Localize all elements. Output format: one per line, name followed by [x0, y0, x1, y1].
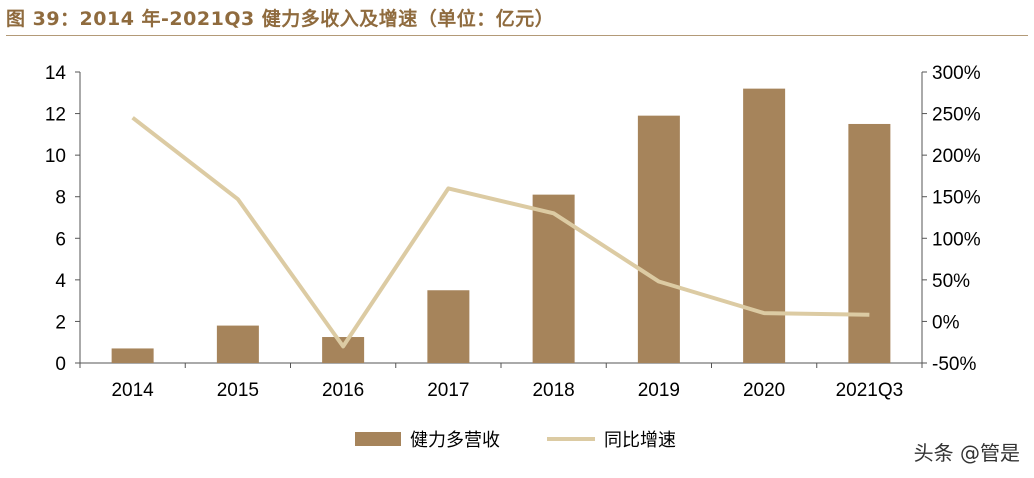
x-tick-label: 2021Q3 — [836, 380, 904, 401]
legend-label-growth: 同比增速 — [604, 430, 676, 451]
legend-swatch-bar — [355, 432, 401, 446]
y-right-tick-label: -50% — [932, 354, 976, 375]
figure-title: 图 39：2014 年-2021Q3 健力多收入及增速（单位：亿元） — [6, 8, 555, 30]
y-left-tick-label: 0 — [55, 354, 66, 375]
y-left-tick-label: 14 — [45, 63, 67, 84]
y-left-tick-label: 8 — [55, 188, 66, 209]
x-tick-label: 2018 — [532, 380, 574, 401]
y-left-tick-label: 4 — [55, 271, 66, 292]
y-left-tick-label: 2 — [55, 312, 66, 333]
title-divider — [6, 35, 1028, 36]
y-right-tick-label: 300% — [932, 63, 981, 84]
bar-2018 — [532, 194, 575, 363]
x-tick-label: 2014 — [111, 380, 154, 401]
y-right-tick-label: 0% — [932, 312, 960, 333]
bar-2019 — [637, 115, 680, 364]
bar-2015 — [216, 325, 259, 363]
bar-2020 — [743, 88, 786, 363]
y-right-tick-label: 150% — [932, 188, 981, 209]
watermark: 头条 @管是 — [913, 441, 1020, 465]
bar-2017 — [427, 290, 470, 363]
y-left-tick-label: 6 — [55, 229, 66, 250]
x-tick-label: 2020 — [743, 380, 785, 401]
growth-line — [131, 116, 870, 349]
bar-2016 — [322, 337, 365, 363]
y-right-tick-label: 250% — [932, 105, 981, 126]
y-left-tick-label: 10 — [45, 146, 66, 167]
bar-2021Q3 — [848, 123, 891, 363]
y-right-tick-label: 50% — [932, 271, 970, 292]
x-tick-label: 2019 — [638, 380, 680, 401]
y-right-tick-label: 100% — [932, 229, 981, 250]
x-tick-label: 2017 — [427, 380, 469, 401]
y-left-tick-label: 12 — [45, 105, 66, 126]
x-tick-label: 2016 — [322, 380, 364, 401]
x-tick-label: 2015 — [217, 380, 259, 401]
legend-label-revenue: 健力多营收 — [410, 430, 500, 451]
y-right-tick-label: 200% — [932, 146, 981, 167]
bar-2014 — [111, 348, 154, 363]
